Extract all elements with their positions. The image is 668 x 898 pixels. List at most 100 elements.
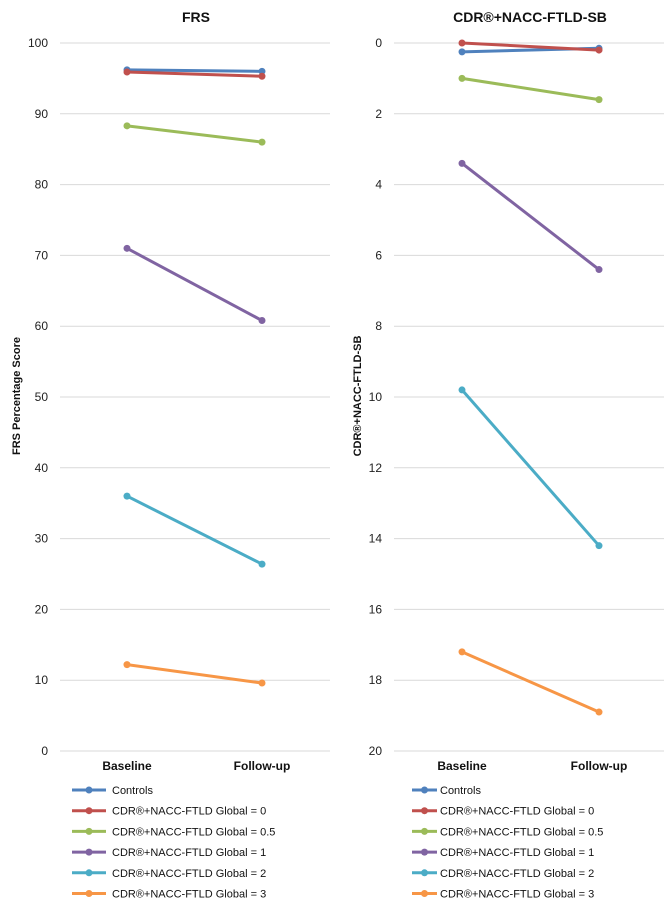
series-lines	[123, 66, 266, 687]
data-point	[123, 244, 131, 252]
x-tick-label: Follow-up	[234, 759, 291, 773]
x-tick-label: Baseline	[437, 759, 487, 773]
series-line	[126, 663, 263, 685]
series-line	[126, 68, 263, 73]
series-line	[461, 41, 600, 52]
frs-chart: FRS FRS Percentage Score 0 10 20 30 40 50 60 70…	[11, 9, 330, 898]
legend-label: CDR®+NACC-FTLD Global = 0.5	[112, 826, 275, 838]
data-point	[258, 72, 266, 80]
legend-label: CDR®+NACC-FTLD Global = 1	[112, 847, 266, 859]
series-line	[460, 388, 601, 547]
series-line	[126, 70, 263, 78]
legend-marker	[85, 869, 93, 877]
data-point	[258, 317, 266, 325]
legend-label: CDR®+NACC-FTLD Global = 0	[440, 806, 594, 818]
series-line	[461, 650, 600, 714]
chart-title: FRS	[182, 9, 210, 25]
legend-marker	[421, 848, 428, 856]
data-point	[258, 679, 266, 687]
legend-marker	[421, 869, 428, 877]
legend-marker	[421, 786, 428, 794]
y-tick-label: 8	[375, 319, 382, 333]
data-point	[458, 74, 466, 82]
y-tick-label: 50	[35, 390, 49, 404]
legend: Controls CDR®+NACC-FTLD Global = 0 CDR®+NA…	[412, 785, 603, 898]
data-point	[595, 542, 603, 550]
y-tick-label: 18	[369, 673, 383, 687]
y-tick-label: 20	[369, 744, 383, 758]
legend-label: CDR®+NACC-FTLD Global = 3	[112, 889, 266, 898]
y-tick-labels: 0 2 4 6 8 10 12 14 16 18 20	[369, 36, 383, 758]
chart-title: CDR®+NACC-FTLD-SB	[453, 9, 607, 25]
y-tick-label: 60	[35, 319, 49, 333]
legend-label: Controls	[440, 785, 481, 797]
data-point	[595, 266, 603, 274]
legend-label: CDR®+NACC-FTLD Global = 0	[112, 806, 266, 818]
y-axis-label: CDR®+NACC-FTLD-SB	[352, 336, 364, 457]
data-point	[595, 708, 603, 716]
legend-label: CDR®+NACC-FTLD Global = 3	[440, 889, 594, 898]
series-line	[126, 124, 263, 144]
y-axis-label: FRS Percentage Score	[11, 337, 23, 455]
legend-marker	[421, 890, 428, 897]
y-tick-label: 4	[375, 178, 382, 192]
data-point	[458, 648, 466, 656]
legend-marker	[85, 827, 93, 835]
x-tick-label: Baseline	[102, 759, 152, 773]
legend-marker	[421, 807, 428, 815]
data-point	[258, 67, 266, 75]
legend-marker	[421, 827, 428, 835]
y-tick-label: 30	[35, 532, 49, 546]
y-tick-label: 0	[41, 744, 48, 758]
y-tick-label: 12	[369, 461, 383, 475]
legend-label: CDR®+NACC-FTLD Global = 2	[440, 868, 594, 880]
x-tick-label: Follow-up	[571, 759, 628, 773]
legend-marker	[85, 786, 93, 794]
y-tick-label: 100	[28, 36, 48, 50]
y-tick-label: 70	[35, 248, 49, 262]
data-point	[458, 386, 466, 394]
y-tick-label: 90	[35, 107, 49, 121]
data-point	[458, 39, 466, 47]
series-line	[461, 76, 600, 102]
series-line	[126, 494, 263, 566]
y-tick-label: 0	[375, 36, 382, 50]
legend-label: CDR®+NACC-FTLD Global = 0.5	[440, 826, 603, 838]
cdr-sb-chart: CDR®+NACC-FTLD-SB CDR®+NACC-FTLD-SB 0 2 4 6…	[352, 9, 664, 898]
x-tick-labels: Baseline Follow-up	[437, 759, 627, 773]
series-line	[461, 162, 600, 271]
legend-label: CDR®+NACC-FTLD Global = 1	[440, 847, 594, 859]
data-point	[123, 661, 131, 669]
data-point	[123, 68, 131, 76]
data-point	[595, 96, 603, 104]
legend-label: Controls	[112, 785, 153, 797]
y-tick-labels: 0 10 20 30 40 50 60 70 80 90 100	[28, 36, 48, 758]
gridlines	[394, 42, 664, 752]
y-tick-label: 14	[369, 532, 383, 546]
x-tick-labels: Baseline Follow-up	[102, 759, 290, 773]
data-point	[258, 560, 266, 568]
legend-marker	[85, 890, 93, 897]
legend-marker	[85, 807, 93, 815]
y-tick-label: 40	[35, 461, 49, 475]
series-line	[126, 246, 263, 322]
data-point	[123, 122, 131, 130]
data-point	[458, 159, 466, 167]
y-tick-label: 10	[369, 390, 383, 404]
data-point	[258, 138, 266, 146]
y-tick-label: 16	[369, 602, 383, 616]
y-tick-label: 10	[35, 673, 49, 687]
y-tick-label: 80	[35, 178, 49, 192]
legend-marker	[85, 848, 93, 856]
gridlines	[60, 42, 330, 752]
y-tick-label: 20	[35, 602, 49, 616]
legend: Controls CDR®+NACC-FTLD Global = 0 CDR®+NA…	[72, 785, 275, 898]
data-point	[458, 48, 466, 56]
legend-label: CDR®+NACC-FTLD Global = 2	[112, 868, 266, 880]
y-tick-label: 2	[375, 107, 382, 121]
series-lines	[458, 39, 603, 716]
data-point	[123, 492, 131, 500]
data-point	[595, 46, 603, 54]
y-tick-label: 6	[375, 248, 382, 262]
